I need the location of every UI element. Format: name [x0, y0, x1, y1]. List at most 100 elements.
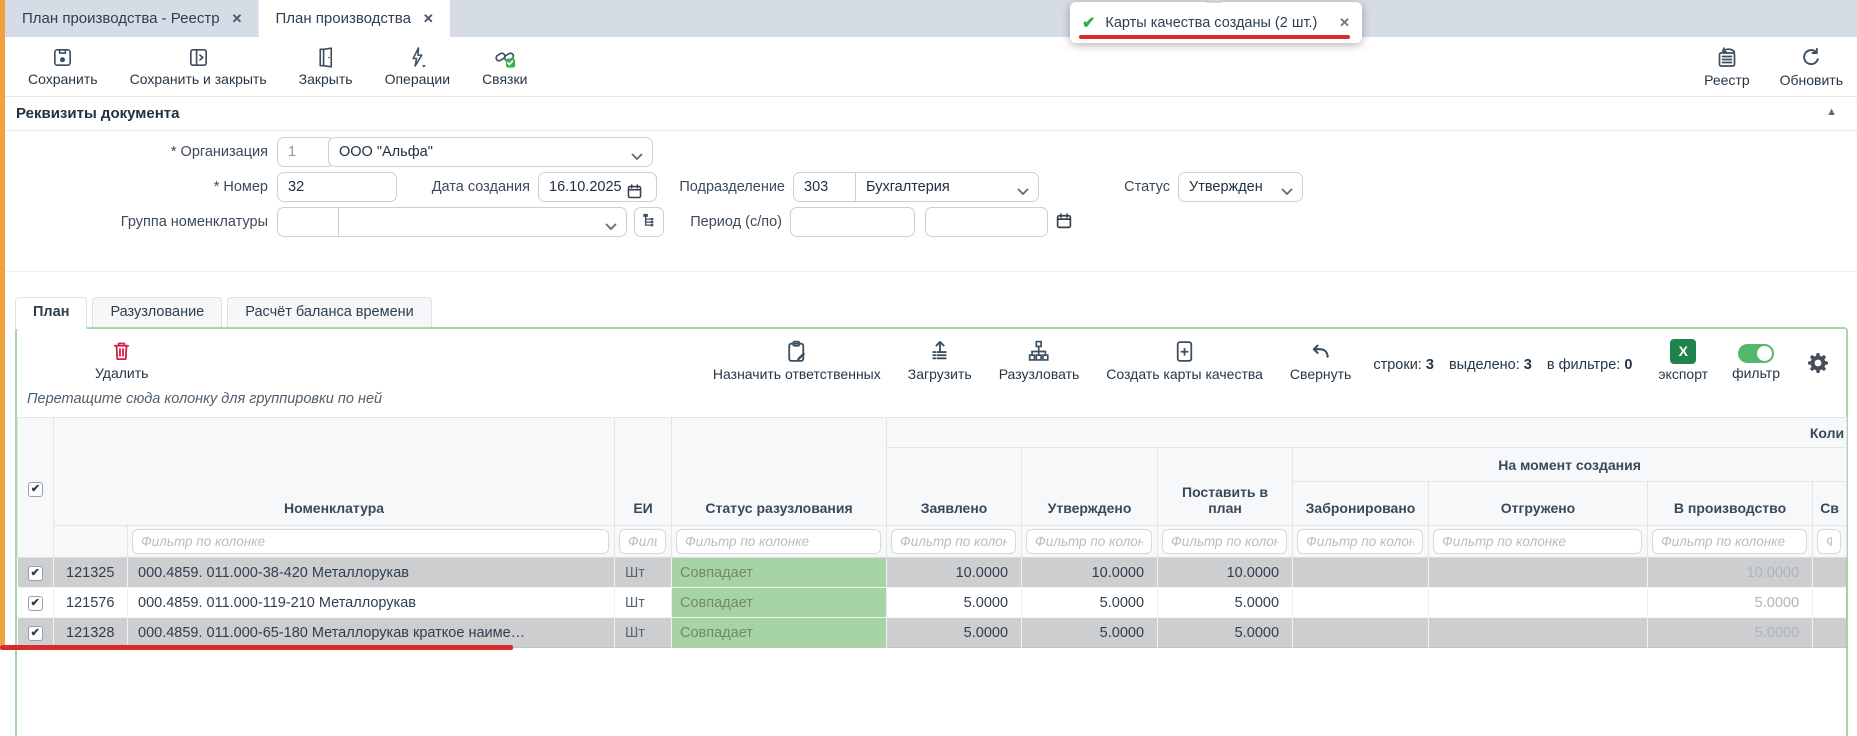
calendar-icon[interactable]: [1055, 212, 1073, 233]
filter-input-in-production[interactable]: [1652, 529, 1808, 554]
select-all-cell: ✔: [17, 417, 54, 558]
main-toolbar: Сохранить Сохранить и закрыть Закрыть Оп…: [0, 37, 1857, 96]
column-header-nomenclature[interactable]: Номенклатура: [52, 417, 616, 526]
close-icon[interactable]: ✕: [422, 10, 434, 26]
filter-input-reserved[interactable]: [1297, 529, 1424, 554]
select-all-checkbox[interactable]: ✔: [28, 481, 43, 497]
row-checkbox[interactable]: ✔: [27, 596, 43, 611]
table-row[interactable]: ✔ 121328 000.4859. 011.000-65-180 Металлор…: [17, 617, 1848, 648]
tab-explode[interactable]: Разузлование: [92, 297, 223, 327]
tab-plan-registry[interactable]: План производства - Реестр ✕: [6, 0, 260, 37]
row-shipped: [1428, 617, 1649, 648]
table-row[interactable]: ✔ 121325 000.4859. 011.000-38-420 Металлор…: [17, 557, 1848, 588]
grid-settings-button[interactable]: [1806, 351, 1830, 378]
column-header-declared[interactable]: Заявлено: [886, 447, 1023, 526]
row-status-cell: Совпадает: [671, 557, 888, 588]
refresh-button[interactable]: Обновить: [1780, 46, 1843, 88]
tree-icon: [640, 212, 658, 233]
column-header-in-production[interactable]: В производство: [1647, 481, 1814, 526]
nomenclature-group-code-field[interactable]: [277, 207, 340, 237]
filter-input-unit[interactable]: [619, 529, 667, 554]
nomenclature-group-select[interactable]: [338, 207, 627, 237]
save-and-close-button[interactable]: Сохранить и закрыть: [130, 46, 267, 87]
save-button[interactable]: Сохранить: [28, 46, 98, 87]
filter-input-to-plan[interactable]: [1162, 529, 1288, 554]
status-select[interactable]: Утвержден: [1178, 172, 1303, 202]
status-value: Утвержден: [1189, 179, 1263, 195]
create-quality-cards-label: Создать карты качества: [1106, 365, 1263, 382]
row-nomenclature: 000.4859. 011.000-119-210 Металлорукав: [127, 587, 616, 618]
document-plus-icon: [1172, 339, 1197, 364]
trash-icon: [110, 339, 133, 363]
close-button[interactable]: Закрыть: [299, 46, 353, 87]
close-label: Закрыть: [298, 71, 353, 87]
filter-toggle[interactable]: фильтр: [1732, 340, 1780, 381]
column-header-reserved[interactable]: Забронировано: [1292, 481, 1430, 526]
gear-icon: [1806, 352, 1830, 378]
delete-button[interactable]: Удалить: [95, 339, 148, 381]
division-code-field[interactable]: [793, 172, 857, 202]
close-icon[interactable]: ✕: [1339, 14, 1350, 30]
row-approved: 5.0000: [1021, 617, 1159, 648]
export-label: экспорт: [1658, 365, 1709, 382]
period-to-field[interactable]: [925, 207, 1048, 237]
column-header-shipped[interactable]: Отгружено: [1428, 481, 1649, 526]
row-approved: 10.0000: [1021, 557, 1159, 588]
operations-button[interactable]: Операции: [385, 46, 450, 87]
row-in-production: 5.0000: [1647, 587, 1814, 618]
row-shipped: [1428, 557, 1649, 588]
door-icon: [314, 46, 337, 69]
links-button[interactable]: Связки: [482, 46, 527, 87]
row-reserved: [1292, 557, 1430, 588]
filter-input-status[interactable]: [676, 529, 882, 554]
collapse-button[interactable]: Свернуть: [1290, 339, 1351, 382]
group-by-hint: Перетащите сюда колонку для группировки …: [27, 391, 383, 407]
toggle-on-icon[interactable]: [1738, 343, 1775, 363]
row-checkbox[interactable]: ✔: [27, 566, 43, 581]
close-icon[interactable]: ✕: [231, 10, 243, 26]
row-status-cell: Совпадает: [671, 617, 888, 648]
export-button[interactable]: X экспорт: [1658, 338, 1709, 382]
filter-input-shipped[interactable]: [1433, 529, 1643, 554]
period-label: Период (с/по): [690, 214, 782, 230]
hierarchy-tree-button[interactable]: [634, 207, 664, 237]
row-checkbox[interactable]: ✔: [27, 626, 43, 641]
column-header-extra[interactable]: Св: [1812, 481, 1848, 526]
filter-input-nomenclature[interactable]: [132, 529, 610, 554]
document-tabbar: План производства - Реестр ✕ План произв…: [0, 0, 1857, 37]
table-row[interactable]: ✔ 121576 000.4859. 011.000-119-210 Металло…: [17, 587, 1848, 618]
registry-label: Реестр: [1704, 71, 1750, 88]
grid-stats: строки: 3 выделено: 3 в фильтре: 0: [1373, 357, 1632, 373]
row-to-plan: 10.0000: [1157, 557, 1294, 588]
tab-plan[interactable]: План: [15, 297, 88, 329]
column-header-unit[interactable]: ЕИ: [614, 417, 673, 526]
filtered-count: в фильтре: 0: [1546, 357, 1633, 373]
column-header-approved[interactable]: Утверждено: [1021, 447, 1159, 526]
registry-button[interactable]: Реестр: [1704, 46, 1750, 88]
row-checkbox-cell: ✔: [17, 587, 54, 618]
column-header-status[interactable]: Статус разузлования: [671, 417, 888, 526]
tab-plan-document[interactable]: План производства ✕: [259, 0, 450, 37]
row-id: 121328: [53, 617, 128, 648]
explode-button[interactable]: Разузловать: [999, 339, 1079, 382]
status-badge: Совпадает: [672, 588, 886, 617]
period-from-field[interactable]: [790, 207, 915, 237]
annotation-underline-toast: [1079, 35, 1350, 39]
tab-time-balance[interactable]: Расчёт баланса времени: [227, 297, 432, 327]
rows-count: строки: 3: [1373, 357, 1434, 373]
assign-responsible-label: Назначить ответственных: [712, 365, 881, 382]
assign-responsible-button[interactable]: Назначить ответственных: [713, 339, 881, 382]
collapse-section-icon[interactable]: ▲: [1826, 106, 1837, 118]
plan-grid-panel: Удалить Назначить ответственных Загрузит…: [15, 327, 1848, 736]
filter-input-approved[interactable]: [1026, 529, 1153, 554]
organization-code-field[interactable]: [277, 137, 330, 167]
division-select[interactable]: Бухгалтерия: [855, 172, 1039, 202]
row-to-plan: 5.0000: [1157, 587, 1294, 618]
filter-input-declared[interactable]: [891, 529, 1017, 554]
create-quality-cards-button[interactable]: Создать карты качества: [1106, 339, 1263, 382]
filter-input-extra[interactable]: [1817, 529, 1842, 554]
column-header-to-plan[interactable]: Поставить в план: [1157, 447, 1294, 526]
number-field[interactable]: [277, 172, 397, 202]
organization-select[interactable]: ООО "Альфа": [328, 137, 653, 167]
load-button[interactable]: Загрузить: [908, 339, 972, 382]
